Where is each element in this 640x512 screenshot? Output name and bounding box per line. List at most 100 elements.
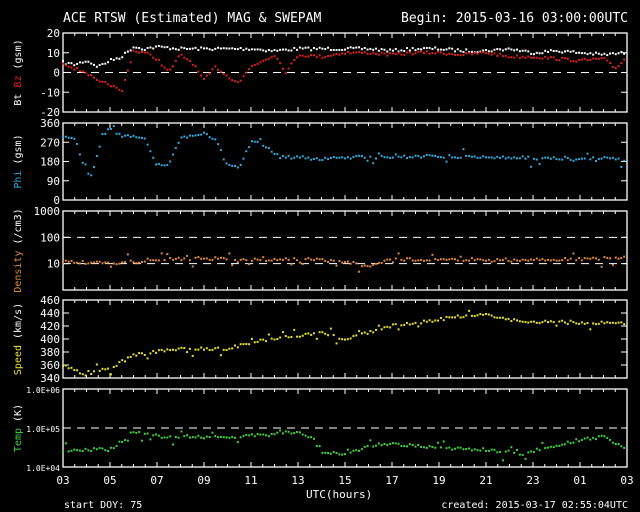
speed-point — [369, 329, 372, 332]
phi-point — [115, 132, 118, 135]
bt-point — [73, 64, 76, 67]
density-point — [81, 259, 84, 262]
phi-point — [403, 154, 406, 157]
temp-point — [321, 451, 324, 454]
density-point — [442, 258, 445, 261]
speed-point — [81, 373, 84, 376]
phi-point — [287, 154, 290, 157]
bt-point — [578, 51, 581, 54]
speed-point — [377, 324, 380, 327]
speed-point — [231, 347, 234, 350]
temp-point — [163, 436, 166, 439]
bt-point — [169, 48, 172, 51]
density-point — [341, 261, 344, 264]
speed-point — [391, 323, 394, 326]
bz-point — [121, 90, 124, 93]
phi-point — [366, 159, 369, 162]
bt-point — [386, 50, 389, 53]
density-point — [349, 262, 352, 265]
phi-point — [270, 150, 273, 153]
bz-point — [188, 59, 191, 62]
density-point — [425, 259, 428, 262]
density-point — [112, 262, 115, 265]
density-point — [524, 258, 527, 261]
bt-point — [279, 48, 282, 51]
phi-point — [281, 155, 284, 158]
density-point — [375, 262, 378, 265]
phi-point — [118, 132, 121, 135]
bt-point — [180, 46, 183, 49]
speed-point — [386, 325, 389, 328]
temp-point — [188, 436, 191, 439]
phi-point — [205, 133, 208, 136]
temp-point — [479, 449, 482, 452]
density-point — [166, 253, 169, 256]
bt-point — [575, 51, 578, 54]
temp-point — [253, 435, 256, 438]
temp-point — [516, 449, 519, 452]
bz-point — [78, 70, 81, 73]
bt-point — [344, 48, 346, 51]
phi-point — [575, 158, 578, 161]
bz-point — [372, 51, 375, 54]
phi-point — [524, 157, 527, 160]
phi-point — [231, 164, 234, 167]
bt-point — [203, 47, 205, 50]
bz-point — [321, 56, 324, 59]
bz-point — [592, 57, 595, 60]
bz-point — [95, 78, 98, 81]
temp-point — [129, 431, 132, 434]
bt-point — [310, 49, 313, 52]
bt-point — [462, 50, 465, 53]
bt-point — [174, 48, 177, 51]
density-point — [298, 261, 301, 264]
phi-point — [611, 156, 614, 159]
bz-point — [530, 56, 533, 59]
phi-point — [155, 163, 158, 166]
density-point — [363, 264, 366, 267]
bz-point — [349, 52, 352, 55]
temp-point — [524, 457, 527, 460]
phi-point — [451, 156, 454, 159]
bz-point — [335, 53, 338, 56]
density-point — [411, 259, 414, 262]
density-point — [73, 261, 76, 264]
density-point — [352, 260, 355, 263]
temp-point — [490, 448, 493, 451]
bz-point — [344, 52, 346, 55]
density-point — [507, 260, 510, 263]
temp-point — [456, 446, 459, 449]
speed-point — [490, 314, 493, 317]
density-point — [174, 257, 177, 260]
temp-point — [538, 449, 541, 452]
phi-point — [513, 156, 516, 159]
bt-point — [518, 50, 521, 53]
bz-point — [163, 66, 166, 69]
density-point — [329, 259, 332, 262]
phi-point — [434, 154, 437, 157]
phi-point — [208, 136, 211, 139]
density-point — [163, 259, 166, 262]
bz-point — [439, 51, 442, 54]
speed-point — [572, 321, 575, 324]
temp-point — [451, 448, 454, 451]
speed-point — [414, 321, 417, 324]
speed-point — [70, 366, 73, 369]
phi-point — [442, 156, 445, 159]
bt-point — [143, 48, 146, 51]
bz-point — [504, 54, 507, 57]
bt-point — [70, 62, 73, 65]
speed-point — [225, 349, 228, 352]
bt-point — [200, 46, 203, 49]
bz-point — [312, 54, 315, 57]
density-point — [203, 257, 205, 260]
mag-b-ytick-label: -10 — [40, 86, 60, 99]
bz-point — [290, 62, 293, 65]
phi-point — [479, 156, 482, 159]
speed-point — [453, 316, 456, 319]
speed-point — [321, 331, 324, 334]
temp-point — [200, 436, 203, 439]
x-tick-label: 23 — [526, 474, 539, 487]
bz-point — [234, 80, 237, 83]
bt-point — [451, 47, 454, 50]
